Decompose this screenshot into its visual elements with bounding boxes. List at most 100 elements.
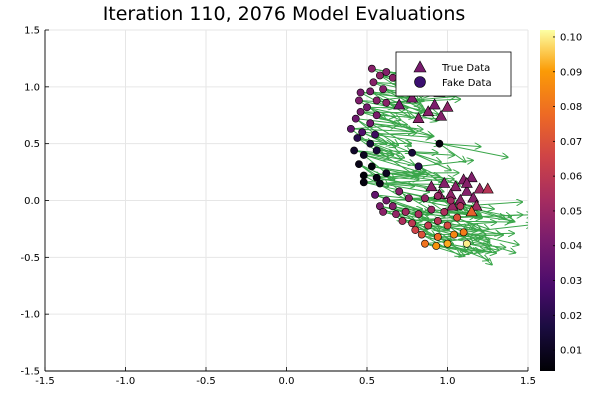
true-data-point: [393, 98, 406, 110]
gradient-arrow: [363, 175, 407, 199]
fake-data-point: [366, 139, 375, 148]
gradient-arrow: [379, 182, 429, 192]
fake-data-point: [372, 111, 381, 120]
fake-data-point: [355, 160, 363, 169]
true-data-point: [422, 105, 435, 117]
y-tick-label: -1.5: [20, 367, 40, 378]
colorbar-tick-label: 0.07: [560, 137, 582, 148]
colorbar-tick-label: 0.05: [560, 206, 582, 217]
legend-fake-marker: [414, 76, 426, 88]
fake-data-point: [359, 171, 368, 180]
gradient-arrow: [412, 153, 454, 156]
fake-data-point: [359, 178, 368, 187]
y-tick-label: 0.0: [24, 196, 40, 207]
legend-box: [395, 51, 512, 97]
gradient-arrow: [355, 118, 407, 125]
colorbar-ticks: 0.01 0.02 0.03 0.04 0.05 0.06 0.07 0.08 0.09 0.10: [553, 32, 582, 357]
colorbar-tick-label: 0.03: [560, 276, 582, 287]
legend-true-marker: [413, 60, 427, 73]
fake-data-point: [379, 85, 387, 94]
fake-data-point: [359, 151, 368, 159]
gradient-arrow: [439, 143, 507, 158]
y-tick-label: -1.0: [20, 310, 40, 321]
fake-data-point: [408, 219, 416, 228]
gradient-arrow: [418, 160, 473, 167]
fake-data-point: [459, 228, 468, 237]
true-data-point: [425, 180, 438, 192]
fake-data-point: [440, 207, 449, 216]
true-data-point: [481, 182, 494, 194]
fake-data-point: [375, 71, 384, 80]
fake-data-point: [369, 78, 378, 87]
colorbar-tick-label: 0.09: [560, 67, 582, 78]
gradient-arrow: [411, 152, 441, 162]
gradient-arrow: [358, 100, 386, 119]
colorbar-tick-label: 0.10: [560, 32, 582, 43]
gradient-arrow: [379, 179, 444, 184]
gradient-arrow: [350, 126, 396, 129]
fake-data-point: [462, 239, 471, 248]
gradient-arrow: [466, 243, 492, 265]
chart-title: Iteration 110, 2076 Model Evaluations: [103, 3, 466, 25]
legend-true-label: True Data: [441, 63, 490, 74]
fake-data-point: [411, 226, 420, 234]
true-data-point: [441, 100, 454, 112]
fake-data-point: [353, 134, 362, 142]
fake-data-point: [356, 107, 365, 116]
true-data-point: [467, 191, 480, 203]
fake-data-point: [446, 196, 455, 205]
x-tick-label: 0.0: [279, 376, 295, 387]
fake-data-point: [382, 98, 391, 107]
gradient-arrow: [447, 243, 492, 252]
gradient-arrow: [418, 165, 460, 186]
gradient-arrow: [376, 150, 414, 164]
x-tick-label: 0.5: [359, 376, 375, 387]
fake-data-point: [392, 210, 400, 219]
fake-data-point: [375, 179, 384, 188]
gradient-arrow: [374, 134, 440, 145]
true-data-point: [412, 112, 425, 123]
fake-data-point: [371, 190, 379, 199]
x-tick-label: -1.5: [35, 376, 55, 387]
fake-data-point: [453, 213, 462, 222]
y-tick-label: -0.5: [20, 253, 40, 264]
fake-data-point: [355, 96, 363, 105]
true-data-point: [465, 205, 478, 217]
colorbar-tick-label: 0.01: [560, 346, 582, 357]
x-tick-label: -1.0: [116, 376, 136, 387]
gradient-arrow: [418, 213, 482, 218]
y-tick-label: 1.0: [24, 82, 40, 93]
true-data-point: [470, 199, 483, 211]
fake-data-point: [372, 146, 381, 155]
fake-data-point: [417, 230, 426, 239]
fake-data-point: [421, 239, 429, 248]
fake-data-point: [363, 103, 371, 112]
fake-data-point: [382, 196, 391, 205]
true-data-point: [465, 171, 478, 183]
gradient-arrow: [466, 243, 499, 251]
gradient-arrow: [363, 174, 419, 179]
true-data-point: [449, 180, 462, 192]
true-data-point: [460, 184, 473, 196]
fake-data-point: [388, 73, 397, 82]
true-data-point: [438, 176, 451, 188]
fake-data-point: [379, 207, 387, 216]
gradient-arrow: [436, 245, 472, 253]
gradient-arrow: [463, 231, 491, 249]
fake-data-point: [421, 194, 429, 203]
colorbar-tick-label: 0.02: [560, 311, 582, 322]
gradient-arrow: [460, 202, 522, 207]
fake-data-point: [433, 192, 442, 200]
gradient-arrow: [460, 205, 514, 221]
true-data-point: [435, 109, 448, 121]
gradient-arrow: [427, 225, 451, 240]
gradient-arrow: [460, 205, 511, 216]
y-tick-label: 0.5: [24, 139, 40, 150]
fake-data-point: [366, 87, 375, 96]
gradient-arrow: [418, 213, 448, 230]
fake-data-point: [398, 217, 407, 225]
gradient-arrow: [408, 197, 450, 206]
fake-data-point: [404, 194, 413, 203]
true-data-point: [428, 98, 441, 110]
